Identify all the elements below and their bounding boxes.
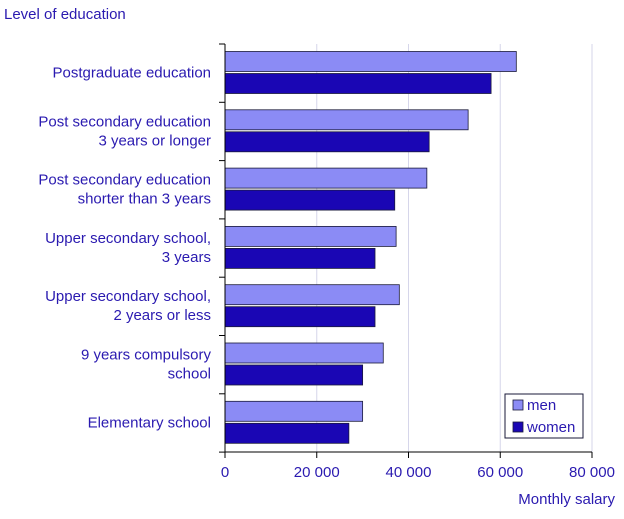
bar-women bbox=[224, 247, 376, 269]
x-axis-label: Monthly salary bbox=[518, 491, 615, 508]
legend-label-women: women bbox=[526, 419, 575, 436]
bar-women bbox=[224, 364, 364, 386]
legend: men women bbox=[504, 393, 584, 439]
category-label: Upper secondary school, bbox=[45, 230, 211, 247]
category-label: 3 years bbox=[162, 249, 211, 266]
category-label: Post secondary education bbox=[38, 113, 211, 130]
category-label: school bbox=[168, 366, 211, 383]
category-labels: Postgraduate education Post secondary edu… bbox=[38, 65, 211, 432]
category-label: 2 years or less bbox=[113, 307, 211, 324]
x-tick-label: 80 000 bbox=[569, 464, 615, 481]
legend-swatch-men bbox=[512, 399, 524, 411]
axes bbox=[219, 43, 593, 458]
legend-label-men: men bbox=[527, 397, 556, 414]
category-label: Post secondary education bbox=[38, 172, 211, 189]
legend-swatch-women bbox=[512, 421, 524, 433]
x-tick-label: 40 000 bbox=[386, 464, 432, 481]
chart-title: Level of education bbox=[4, 6, 126, 23]
category-label: Postgraduate education bbox=[53, 65, 211, 82]
bars bbox=[224, 51, 517, 444]
bar-women bbox=[224, 189, 396, 211]
bar-men bbox=[224, 109, 469, 131]
x-tick-label: 0 bbox=[221, 464, 229, 481]
bar-women bbox=[224, 131, 430, 153]
category-label: 9 years compulsory bbox=[81, 347, 212, 364]
category-label: Elementary school bbox=[88, 414, 211, 431]
bar-men bbox=[224, 400, 364, 422]
bar-men bbox=[224, 342, 384, 364]
bar-women bbox=[224, 306, 376, 328]
x-tick-label: 20 000 bbox=[294, 464, 340, 481]
x-tick-labels: 0 20 000 40 000 60 000 80 000 bbox=[221, 464, 615, 481]
x-tick-label: 60 000 bbox=[477, 464, 523, 481]
category-label: shorter than 3 years bbox=[78, 191, 211, 208]
bar-men bbox=[224, 284, 400, 306]
bar-men bbox=[224, 225, 397, 247]
bar-men bbox=[224, 51, 517, 72]
category-label: 3 years or longer bbox=[98, 132, 211, 149]
bar-women bbox=[224, 73, 492, 94]
bar-women bbox=[224, 422, 350, 444]
bar-men bbox=[224, 167, 428, 189]
category-label: Upper secondary school, bbox=[45, 288, 211, 305]
